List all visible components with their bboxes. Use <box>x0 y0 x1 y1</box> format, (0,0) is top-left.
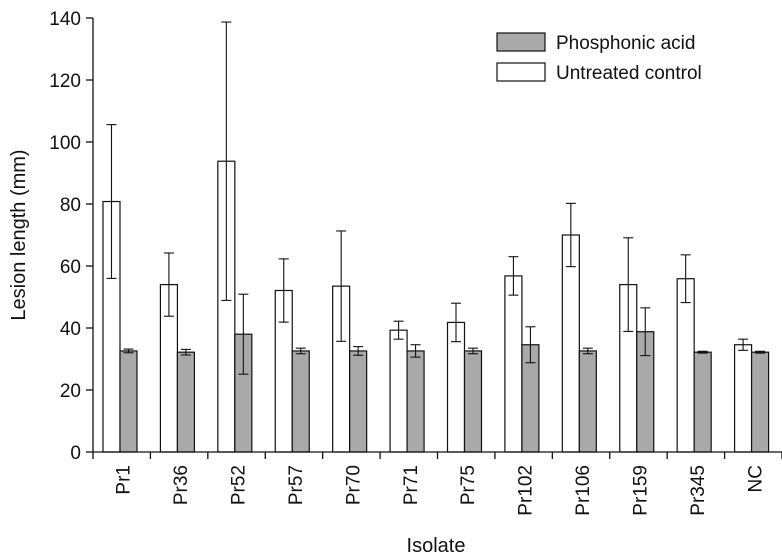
x-tick-label: Pr75 <box>458 465 479 505</box>
bar <box>733 344 753 453</box>
bar <box>578 350 597 453</box>
y-tick-label: 20 <box>60 381 81 402</box>
y-axis-ticks: 0 20 40 60 80 100 120 140 <box>49 9 93 464</box>
y-tick-label: 40 <box>60 319 81 340</box>
y-axis-label: Lesion length (mm) <box>8 149 30 320</box>
y-tick-label: 60 <box>60 257 81 278</box>
x-tick-label: Pr1 <box>114 465 135 495</box>
x-tick-label: Pr57 <box>286 465 307 505</box>
bar <box>349 350 368 453</box>
bar <box>389 329 408 453</box>
bars <box>102 21 770 453</box>
x-tick-label: Pr106 <box>573 465 594 516</box>
y-tick-label: 120 <box>49 71 81 92</box>
legend-label: Untreated control <box>556 63 702 84</box>
bar <box>291 350 310 453</box>
legend-swatch <box>496 62 546 82</box>
legend-swatch <box>496 32 546 52</box>
bar <box>693 351 712 453</box>
x-tick-label: Pr159 <box>630 465 651 516</box>
bar <box>750 351 770 453</box>
x-axis-ticks: Pr1 Pr36 Pr52 Pr57 Pr70 Pr71 Pr75 Pr102 Pr106 Pr1… <box>92 452 782 516</box>
bar <box>676 278 695 453</box>
x-tick-label: Pr36 <box>171 465 192 505</box>
y-tick-label: 80 <box>60 195 81 216</box>
x-axis-label: Isolate <box>407 535 466 557</box>
bar <box>463 350 483 453</box>
bar <box>176 351 196 453</box>
legend: Phosphonic acid Untreated control <box>496 32 702 84</box>
y-tick-label: 0 <box>70 443 81 464</box>
legend-label: Phosphonic acid <box>556 33 695 54</box>
x-tick-label: Pr52 <box>229 465 250 505</box>
y-tick-label: 140 <box>49 9 81 30</box>
bar <box>561 234 580 453</box>
x-tick-label: Pr345 <box>688 465 709 516</box>
x-tick-label: Pr102 <box>516 465 537 516</box>
x-tick-label: NC <box>745 465 766 492</box>
bar <box>406 350 425 453</box>
y-tick-label: 100 <box>49 133 81 154</box>
x-tick-label: Pr70 <box>343 465 364 505</box>
bar <box>119 350 138 453</box>
x-tick-label: Pr71 <box>401 465 422 505</box>
bar <box>504 275 523 453</box>
